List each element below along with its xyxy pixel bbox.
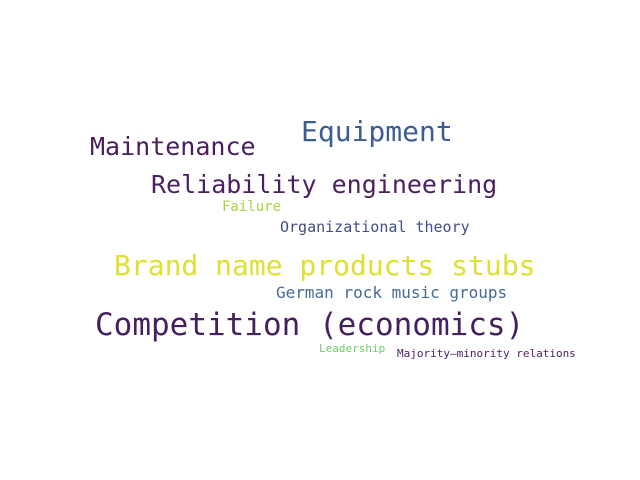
word-competition-economics: Competition (economics) (95, 307, 525, 343)
word-reliability-engineering: Reliability engineering (151, 170, 498, 199)
word-equipment: Equipment (301, 115, 453, 148)
word-maintenance: Maintenance (90, 132, 256, 161)
word-majority-minority-relations: Majority–minority relations (397, 347, 576, 360)
word-brand-name-products-stubs: Brand name products stubs (114, 249, 536, 282)
word-german-rock-music-groups: German rock music groups (276, 283, 508, 302)
word-organizational-theory: Organizational theory (280, 218, 470, 236)
word-leadership: Leadership (319, 342, 386, 355)
word-failure: Failure (222, 199, 282, 215)
